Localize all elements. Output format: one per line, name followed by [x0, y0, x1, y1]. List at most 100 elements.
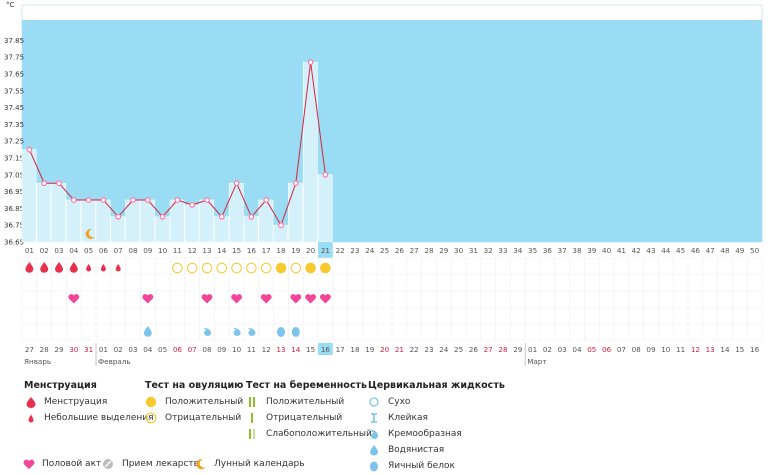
y-unit-label: °C — [6, 1, 15, 9]
legend-item-ovulation-negative: Отрицательный — [145, 410, 243, 426]
calendar-day-label: 02 — [543, 345, 552, 354]
cycle-day-label: 41 — [617, 246, 626, 255]
y-tick-label: 37.45 — [4, 104, 24, 112]
legend-menstruation-title: Менструация — [24, 380, 97, 391]
cycle-day-label: 35 — [528, 246, 537, 255]
cycle-day-label: 08 — [128, 246, 138, 255]
cycle-day-label: 05 — [84, 246, 93, 255]
circle-outline-icon — [145, 412, 159, 424]
legend: Менструация Менструация Небольшие выделе… — [0, 372, 770, 472]
cycle-day-label: 32 — [484, 246, 493, 255]
legend-label: Кремообразная — [388, 429, 462, 439]
calendar-day-label: 22 — [410, 345, 419, 354]
legend-label: Отрицательный — [165, 413, 242, 423]
calendar-day-label: 14 — [720, 345, 730, 354]
y-tick-label: 37.75 — [4, 54, 24, 62]
legend-item-watery: Водянистая — [368, 442, 505, 458]
calendar-day-label: 12 — [262, 345, 271, 354]
calendar-day-label: 01 — [99, 345, 108, 354]
cycle-day-label: 22 — [336, 246, 345, 255]
legend-label: Небольшие выделения — [44, 413, 154, 423]
dry-circle-icon — [368, 396, 382, 408]
cycle-day-label: 14 — [217, 246, 227, 255]
legend-cervical: Цервикальная жидкость Сухо Клейкая Кремо… — [368, 380, 505, 474]
calendar-day-label: 29 — [513, 345, 523, 354]
legend-item-pregnancy-negative: Отрицательный — [246, 410, 372, 426]
legend-item-intercourse: Половой акт — [22, 458, 101, 470]
cycle-day-label: 44 — [661, 246, 671, 255]
sticky-icon — [368, 412, 382, 424]
calendar-day-label: 06 — [173, 345, 183, 354]
legend-label: Половой акт — [42, 459, 102, 469]
calendar-day-label: 27 — [484, 345, 493, 354]
calendar-day-label: 14 — [291, 345, 301, 354]
temperature-point — [322, 171, 329, 178]
intercourse-heart — [201, 294, 213, 304]
legend-label: Лунный календарь — [214, 459, 305, 469]
cycle-day-label: 13 — [202, 246, 211, 255]
temperature-chart: °C 37.85 37.75 37.65 37.55 37.45 37.35 37.25 37.… — [4, 1, 763, 366]
double-line-icon — [246, 396, 260, 408]
temperature-point — [26, 146, 33, 153]
legend-item-ovulation-positive: Положительный — [145, 394, 243, 410]
legend-item-dry: Сухо — [368, 394, 505, 410]
calendar-day-label: 21 — [395, 345, 404, 354]
cycle-day-label: 15 — [232, 246, 241, 255]
temperature-point — [307, 59, 314, 66]
temperature-point — [204, 197, 210, 203]
intercourse-heart — [142, 294, 154, 304]
calendar-day-label: 02 — [114, 345, 123, 354]
weak-line-icon — [246, 428, 260, 440]
calendar-day-label: 15 — [306, 345, 315, 354]
month-label: Январь — [24, 357, 51, 366]
calendar-day-label: 28 — [40, 345, 50, 354]
cervical-creamy-mark — [248, 328, 256, 336]
calendar-today-highlight — [318, 343, 333, 355]
watery-drop-icon — [368, 444, 382, 456]
menstruation-drop-small — [86, 264, 92, 272]
temperature-bar — [36, 182, 52, 243]
cycle-day-label: 36 — [543, 246, 553, 255]
temperature-point — [159, 213, 166, 220]
calendar-day-label: 04 — [143, 345, 153, 354]
ovulation-negative-mark — [246, 262, 257, 274]
calendar-day-label: 15 — [735, 345, 744, 354]
cycle-day-label: 45 — [676, 246, 685, 255]
cycle-day-label: 06 — [99, 246, 109, 255]
cycle-day-label: 46 — [691, 246, 701, 255]
calendar-day-label: 23 — [424, 345, 433, 354]
intercourse-heart — [231, 294, 243, 304]
temperature-point — [115, 213, 122, 220]
calendar-day-label: 30 — [69, 345, 79, 354]
temperature-bar — [140, 199, 155, 243]
y-tick-label: 37.55 — [4, 87, 24, 95]
legend-item-pregnancy-positive: Положительный — [246, 394, 372, 410]
cycle-day-label: 02 — [40, 246, 49, 255]
temperature-bar — [199, 199, 215, 243]
ovulation-negative-mark — [290, 262, 302, 274]
legend-menstruation: Менструация Менструация Небольшие выделе… — [24, 380, 154, 426]
y-tick-label: 36.85 — [4, 205, 24, 213]
temperature-point — [278, 222, 284, 229]
moon-icon — [194, 458, 208, 470]
current-day-highlight — [318, 242, 333, 258]
temperature-bar — [302, 61, 318, 243]
cycle-day-label: 24 — [365, 246, 375, 255]
temperature-bar — [51, 182, 67, 243]
cycle-day-label: 42 — [632, 246, 641, 255]
legend-ovulation: Тест на овуляцию Положительный Отрицател… — [145, 380, 243, 426]
temperature-point — [248, 213, 255, 220]
cycle-day-label: 20 — [306, 246, 316, 255]
cervical-eggwhite-mark — [291, 327, 300, 337]
calendar-day-label: 12 — [691, 345, 700, 354]
menstruation-drop-small — [100, 264, 106, 272]
calendar-day-label: 10 — [232, 345, 242, 354]
temperature-point — [174, 197, 181, 203]
temperature-bar — [288, 182, 303, 243]
calendar-day-label: 13 — [276, 345, 285, 354]
intercourse-heart — [68, 294, 80, 304]
y-tick-label: 37.15 — [4, 155, 24, 163]
intercourse-heart — [290, 294, 302, 304]
legend-label: Клейкая — [388, 413, 428, 423]
